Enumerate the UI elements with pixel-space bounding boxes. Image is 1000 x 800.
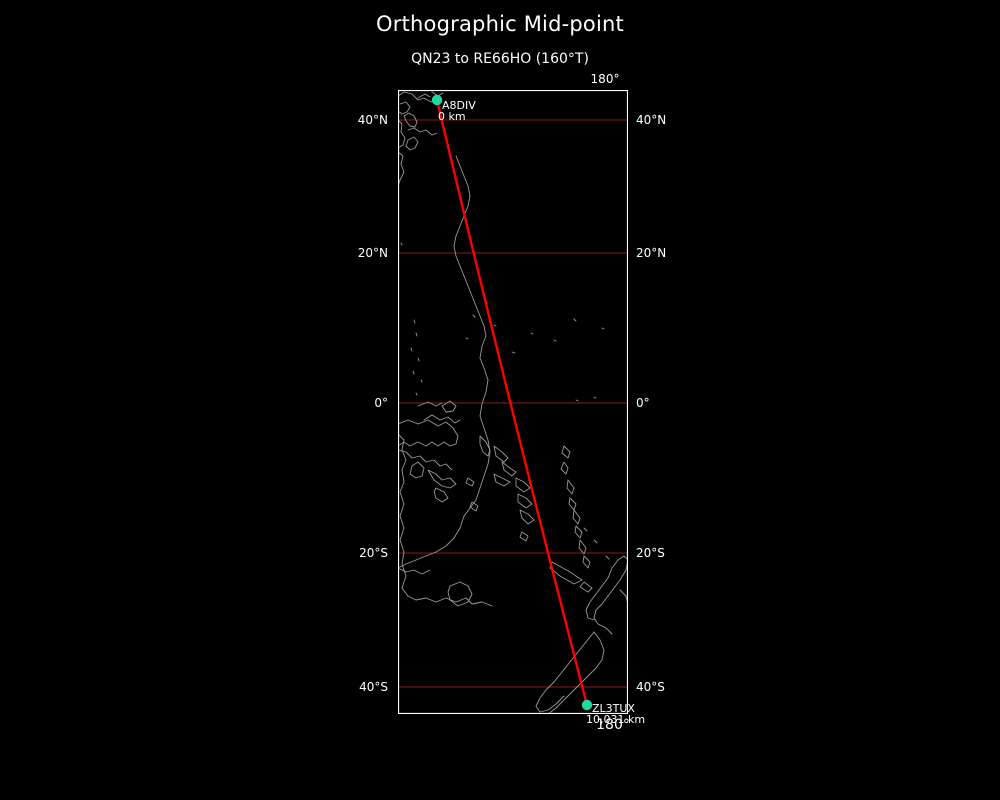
station-distance-zl3tux: 10,031 km [586, 713, 646, 726]
map-ocean [398, 90, 628, 714]
great-circle-path [435, 99, 589, 706]
lat-label-left-0: 0° [374, 396, 388, 410]
coastlines [398, 91, 628, 714]
lat-label-right-40s: 40°S [636, 680, 665, 694]
page-subtitle: QN23 to RE66HO (160°T) [411, 51, 589, 67]
station-marker-zl3tux[interactable] [581, 699, 593, 711]
longitude-label-bottom: 180° [596, 717, 630, 733]
lat-label-right-20n: 20°N [636, 246, 667, 260]
graticule-parallels [398, 119, 628, 688]
lat-label-left-40s: 40°S [359, 680, 388, 694]
lat-label-left-20n: 20°N [357, 246, 388, 260]
lat-label-left-20s: 20°S [359, 546, 388, 560]
station-label-zl3tux: ZL3TUX [592, 702, 635, 715]
lat-label-right-0: 0° [636, 396, 650, 410]
lat-label-right-20s: 20°S [636, 546, 665, 560]
station-label-a8div: A8DIV [442, 99, 476, 112]
map-canvas[interactable] [398, 90, 628, 714]
station-marker-a8div[interactable] [431, 94, 443, 106]
longitude-label-top: 180° [590, 72, 620, 86]
station-distance-a8div: 0 km [438, 110, 466, 123]
map-frame-border [398, 90, 628, 714]
page-title: Orthographic Mid-point [376, 12, 624, 36]
lat-label-left-40n: 40°N [357, 113, 388, 127]
lat-label-right-40n: 40°N [636, 113, 667, 127]
